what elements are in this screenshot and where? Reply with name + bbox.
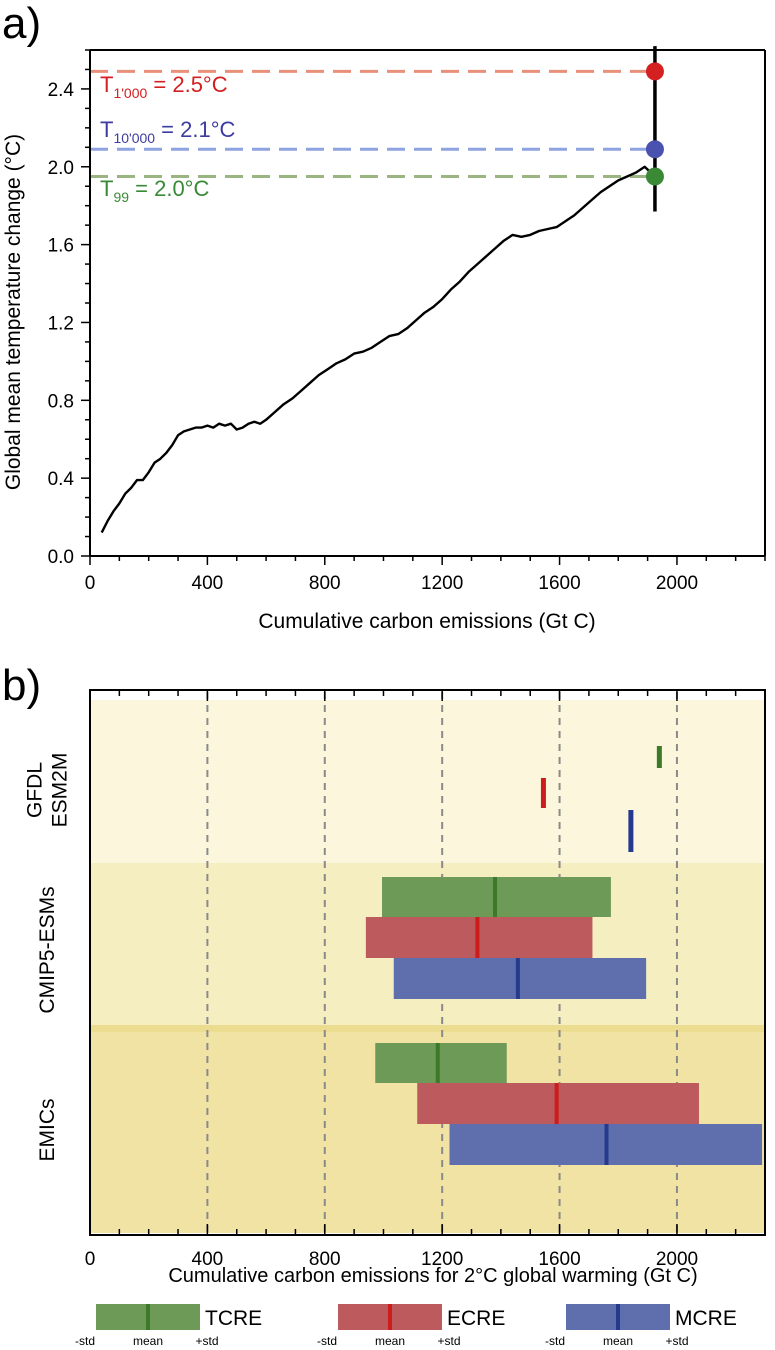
panel-a-label: a)	[2, 0, 41, 48]
legend-sublabel: +std	[665, 1334, 688, 1348]
panel-b: b) GFDLESM2M CMIP5-ESMs EMICs 0 400 800 1200 1…	[2, 661, 766, 1287]
mean-mark-mcre	[515, 958, 520, 999]
group-label-1: CMIP5-ESMs	[36, 886, 59, 1013]
legend-sublabel: mean	[375, 1334, 405, 1348]
reference-labels: T1'000 = 2.5°C T10'000 = 2.1°C T99 = 2.0°C	[100, 72, 236, 205]
group-label-0: GFDLESM2M	[24, 753, 72, 828]
series-line-0	[100, 165, 656, 534]
reference-label-0: T1'000 = 2.5°C	[100, 72, 228, 101]
x-tick-label: 1200	[421, 573, 463, 594]
group-label-2: EMICs	[36, 1099, 59, 1162]
legend: TCRE -std mean +std ECRE -std mean +std MCRE -std…	[75, 1304, 737, 1348]
mean-mark-tcre	[656, 746, 662, 768]
legend-label-tcre: TCRE	[205, 1307, 262, 1330]
legend-sublabel: +std	[195, 1334, 218, 1348]
mean-mark-tcre	[435, 1043, 440, 1083]
panel-b-axes: 0 400 800 1200 1600 2000	[85, 689, 766, 1270]
legend-sublabel: -std	[317, 1334, 337, 1348]
panel-a: a) Global mean temperature change (°C) C…	[2, 0, 766, 633]
panel-b-frame	[89, 689, 766, 1236]
legend-sublabel: +std	[437, 1334, 460, 1348]
mean-mark-ecre	[554, 1083, 559, 1124]
legend-mean-mark-tcre	[146, 1304, 150, 1330]
y-tick-label: 0.4	[48, 469, 75, 490]
panel-b-label: b)	[2, 661, 41, 710]
x-tick-label: 400	[192, 1249, 224, 1270]
reference-points	[645, 62, 664, 186]
reference-point-2	[645, 167, 664, 186]
x-tick-label: 800	[309, 573, 341, 594]
group-background-0	[90, 700, 765, 863]
panel-a-ylabel: Global mean temperature change (°C)	[2, 134, 25, 490]
mean-mark-ecre	[540, 778, 546, 808]
x-tick-label: 2000	[656, 573, 698, 594]
group-separator	[90, 1025, 765, 1032]
legend-label-mcre: MCRE	[675, 1307, 737, 1330]
group-labels: GFDLESM2M CMIP5-ESMs EMICs	[24, 753, 72, 1162]
mean-mark-mcre	[604, 1124, 609, 1165]
mean-mark-ecre	[475, 917, 480, 958]
legend-sublabel: -std	[75, 1334, 95, 1348]
reference-lines	[90, 69, 655, 178]
y-tick-label: 0.0	[48, 547, 74, 568]
legend-mean-mark-mcre	[616, 1304, 620, 1330]
panel-b-xlabel: Cumulative carbon emissions for 2°C glob…	[168, 1265, 697, 1287]
y-tick-label: 1.2	[48, 313, 74, 334]
x-tick-label: 1200	[421, 1249, 463, 1270]
panel-a-axes: 0 400 800 1200 1600 2000 0.0 0.4 0.8 1.2 1.6 2.0 2.4	[48, 49, 766, 594]
mean-mark-mcre	[628, 810, 634, 852]
legend-sublabel: mean	[133, 1334, 163, 1348]
x-tick-label: 400	[192, 573, 224, 594]
x-tick-label: 0	[85, 1249, 96, 1270]
reference-label-2: T99 = 2.0°C	[100, 176, 209, 205]
x-tick-label: 0	[85, 573, 96, 594]
x-tick-label: 800	[309, 1249, 341, 1270]
legend-label-ecre: ECRE	[447, 1307, 505, 1330]
reference-point-0	[645, 62, 664, 81]
y-tick-label: 2.4	[48, 80, 75, 101]
legend-mean-mark-ecre	[388, 1304, 392, 1330]
y-tick-label: 0.8	[48, 391, 74, 412]
bar-emics-tcre	[375, 1043, 507, 1083]
bar-cmip5-esms-mcre	[393, 958, 647, 999]
legend-sublabel: -std	[545, 1334, 565, 1348]
legend-sublabel: mean	[603, 1334, 633, 1348]
x-tick-label: 2000	[656, 1249, 698, 1270]
bars-group	[365, 746, 763, 1165]
mean-mark-tcre	[493, 877, 497, 917]
reference-label-1: T10'000 = 2.1°C	[100, 117, 236, 146]
reference-point-1	[645, 140, 664, 159]
x-tick-label: 1600	[538, 573, 580, 594]
panel-a-xlabel: Cumulative carbon emissions (Gt C)	[258, 610, 595, 633]
y-tick-label: 1.6	[48, 236, 74, 257]
series-group	[100, 165, 656, 534]
y-tick-label: 2.0	[48, 158, 74, 179]
x-tick-label: 1600	[538, 1249, 580, 1270]
